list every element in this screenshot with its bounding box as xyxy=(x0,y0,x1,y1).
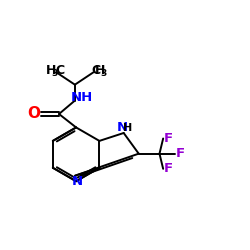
Text: H: H xyxy=(95,64,105,77)
Text: F: F xyxy=(164,162,172,175)
Text: N: N xyxy=(117,121,128,134)
Text: 3: 3 xyxy=(100,69,106,78)
Text: O: O xyxy=(28,106,40,122)
Text: H: H xyxy=(124,122,133,132)
Text: C: C xyxy=(92,64,101,77)
Text: H: H xyxy=(46,64,56,77)
Text: N: N xyxy=(72,174,83,188)
Text: C: C xyxy=(55,64,64,77)
Text: F: F xyxy=(176,147,184,160)
Text: F: F xyxy=(164,132,172,145)
Text: 3: 3 xyxy=(52,69,58,78)
Text: NH: NH xyxy=(70,91,93,104)
